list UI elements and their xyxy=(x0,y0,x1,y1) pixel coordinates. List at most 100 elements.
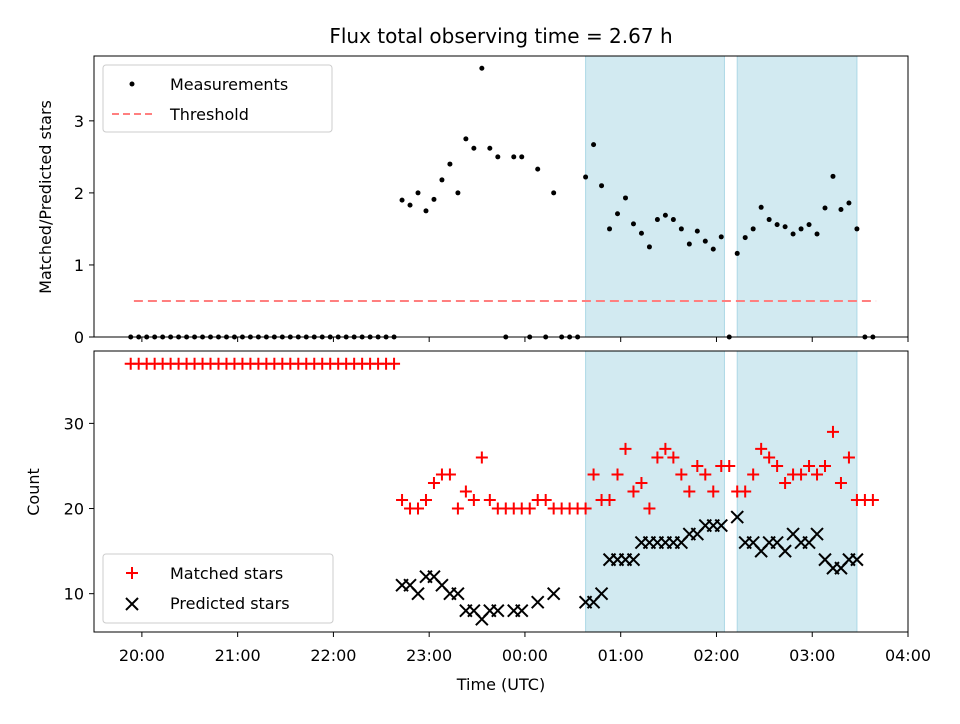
bottom-legend: Matched stars Predicted stars xyxy=(102,553,334,624)
measurement-point xyxy=(814,231,820,237)
observing-window xyxy=(736,55,858,338)
y-tick-label: 20 xyxy=(64,500,84,519)
measurement-point xyxy=(415,190,421,196)
bottom-legend-box xyxy=(102,553,334,624)
predicted-star-point xyxy=(546,586,561,601)
matched-star-point xyxy=(755,442,768,455)
legend-measurements-label: Measurements xyxy=(170,75,288,94)
predicted-star-point xyxy=(626,552,641,567)
measurement-point xyxy=(439,177,445,183)
matched-star-point xyxy=(443,468,456,481)
matched-star-point xyxy=(699,468,712,481)
matched-star-point xyxy=(763,451,776,464)
measurement-point xyxy=(846,200,852,206)
x-tick-label: 02:00 xyxy=(693,646,739,665)
measurement-point xyxy=(774,222,780,228)
measurement-point xyxy=(423,208,429,214)
measurement-point xyxy=(519,154,525,160)
top-panel-frame xyxy=(93,55,909,338)
x-tick-label: 20:00 xyxy=(119,646,165,665)
measurement-point xyxy=(822,205,828,211)
measurement-point xyxy=(471,145,477,151)
measurement-point xyxy=(742,235,748,241)
x-tick-label: 01:00 xyxy=(598,646,644,665)
measurement-point xyxy=(838,206,844,212)
predicted-star-point xyxy=(810,527,824,541)
predicted-star-point xyxy=(491,604,505,618)
measurement-point xyxy=(798,226,804,232)
matched-star-point xyxy=(779,476,792,489)
predicted-star-point xyxy=(531,595,545,609)
matched-star-point xyxy=(739,485,752,498)
matched-star-point xyxy=(834,476,847,489)
matched-star-point xyxy=(643,502,656,515)
measurement-point xyxy=(479,65,485,71)
measurement-point xyxy=(399,197,405,203)
measurement-point xyxy=(718,234,724,240)
matched-star-point xyxy=(396,494,409,507)
matched-star-point xyxy=(483,494,496,507)
y-tick-label: 10 xyxy=(64,585,84,604)
matched-star-point xyxy=(691,459,704,472)
matched-star-point xyxy=(475,451,488,464)
chart-title: Flux total observing time = 2.67 h xyxy=(329,24,672,48)
matched-star-point xyxy=(651,451,664,464)
matched-star-point xyxy=(427,476,440,489)
top-y-axis-label: Matched/Predicted stars xyxy=(36,100,55,294)
matched-star-point xyxy=(707,485,720,498)
measurement-point xyxy=(447,161,453,167)
predicted-star-point xyxy=(730,510,744,524)
y-tick-label: 1 xyxy=(74,256,84,275)
observing-window xyxy=(585,350,725,633)
x-tick-label: 23:00 xyxy=(406,646,452,665)
predicted-star-point xyxy=(411,586,425,601)
matched-star-point xyxy=(826,425,839,438)
matched-star-point xyxy=(627,485,640,498)
measurement-point xyxy=(638,230,644,236)
matched-star-point xyxy=(667,451,680,464)
x-axis-label: Time (UTC) xyxy=(456,675,545,694)
matched-star-point xyxy=(803,459,816,472)
matched-star-point xyxy=(675,468,688,481)
y-tick-label: 2 xyxy=(74,184,84,203)
measurement-point xyxy=(487,145,493,151)
measurement-point xyxy=(702,238,708,244)
measurement-point xyxy=(662,212,668,218)
x-tick-label: 00:00 xyxy=(502,646,548,665)
bottom-y-axis-label: Count xyxy=(24,468,43,516)
measurement-point xyxy=(750,226,756,232)
predicted-star-point xyxy=(515,604,529,618)
measurement-point xyxy=(455,190,461,196)
measurement-point xyxy=(463,136,469,142)
matched-star-point xyxy=(603,494,616,507)
measurement-point xyxy=(790,231,796,237)
measurement-point xyxy=(495,154,501,160)
matched-star-point xyxy=(579,502,592,515)
y-tick-label: 30 xyxy=(64,414,84,433)
x-tick-label: 04:00 xyxy=(885,646,931,665)
legend-threshold-label: Threshold xyxy=(169,105,249,124)
measurement-point xyxy=(782,224,788,230)
measurement-point xyxy=(535,166,541,172)
legend-predicted-marker xyxy=(125,597,139,611)
measurement-point xyxy=(599,183,605,189)
observing-window xyxy=(736,350,858,633)
measurement-point xyxy=(615,211,621,217)
predicted-star-point xyxy=(714,518,728,533)
matched-star-point xyxy=(683,485,696,498)
measurement-point xyxy=(734,250,740,256)
measurement-point xyxy=(591,142,597,148)
matched-star-point xyxy=(451,502,464,515)
bottom-panel: 10 20 30 20:00 21:00 22:00 23:00 00:00 01:00 02:… xyxy=(24,350,931,694)
matched-star-point xyxy=(467,494,480,507)
top-legend-box xyxy=(102,64,333,133)
matched-star-point xyxy=(842,451,855,464)
predicted-star-point xyxy=(451,586,465,601)
matched-star-point xyxy=(611,468,624,481)
x-tick-label: 03:00 xyxy=(789,646,835,665)
matched-star-point xyxy=(866,494,879,507)
matched-star-point xyxy=(523,502,536,515)
matched-star-point xyxy=(459,485,472,498)
bottom-panel-frame xyxy=(93,350,909,633)
measurement-point xyxy=(551,190,557,196)
